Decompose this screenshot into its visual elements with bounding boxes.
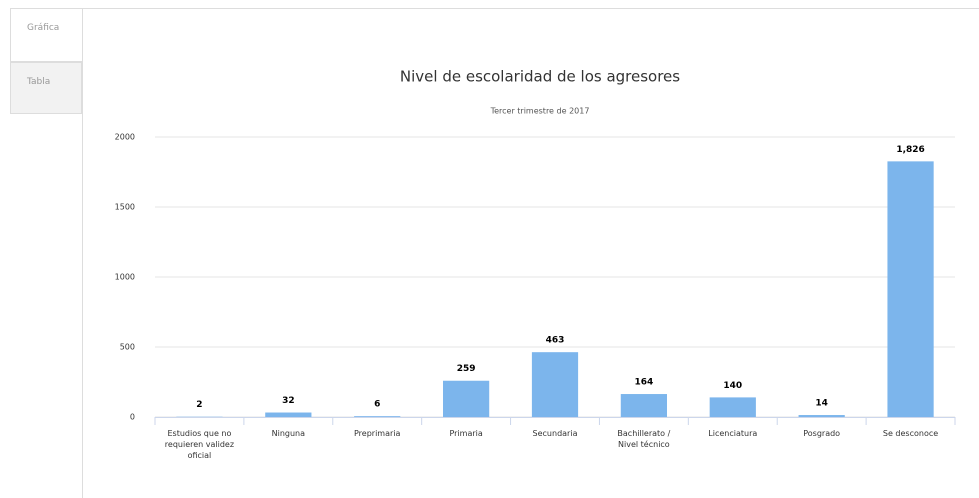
y-tick-label: 1500 [115, 203, 135, 212]
tab-tabla[interactable]: Tabla [10, 62, 82, 114]
data-label: 140 [723, 381, 742, 391]
data-label: 14 [815, 399, 828, 409]
y-tick-label: 1000 [115, 273, 135, 282]
bar [620, 394, 667, 417]
data-label: 32 [282, 396, 295, 406]
bar [443, 380, 490, 417]
x-tick-label: Se desconoce [882, 429, 939, 438]
y-tick-label: 500 [120, 343, 135, 352]
bar [531, 352, 579, 417]
bar [265, 412, 312, 417]
data-label: 259 [457, 364, 476, 374]
data-label: 6 [374, 400, 380, 410]
x-tick-label: Estudios que no requieren validez oficia… [164, 429, 235, 460]
x-tick-label: Secundaria [532, 429, 578, 438]
bar [887, 161, 934, 417]
x-tick-label: Licenciatura [708, 429, 758, 438]
data-label: 1,826 [896, 145, 924, 155]
y-tick-label: 2000 [115, 133, 135, 142]
x-tick-label: Bachillerato / Nivel técnico [617, 429, 671, 449]
chart-subtitle: Tercer trimestre de 2017 [490, 107, 590, 116]
x-tick-label: Ninguna [271, 429, 306, 438]
chart-title: Nivel de escolaridad de los agresores [400, 68, 680, 86]
bar [354, 416, 401, 417]
data-label: 164 [634, 378, 653, 388]
x-tick-label: Primaria [449, 429, 483, 438]
x-tick-label: Posgrado [803, 429, 841, 438]
data-label: 463 [546, 336, 565, 346]
bar [709, 397, 756, 417]
chart-panel [82, 8, 979, 498]
x-tick-label: Preprimaria [354, 429, 401, 438]
y-tick-label: 0 [130, 413, 135, 422]
data-label: 2 [196, 400, 202, 410]
bar [798, 415, 845, 417]
tab-grafica[interactable]: Gráfica [10, 8, 82, 62]
